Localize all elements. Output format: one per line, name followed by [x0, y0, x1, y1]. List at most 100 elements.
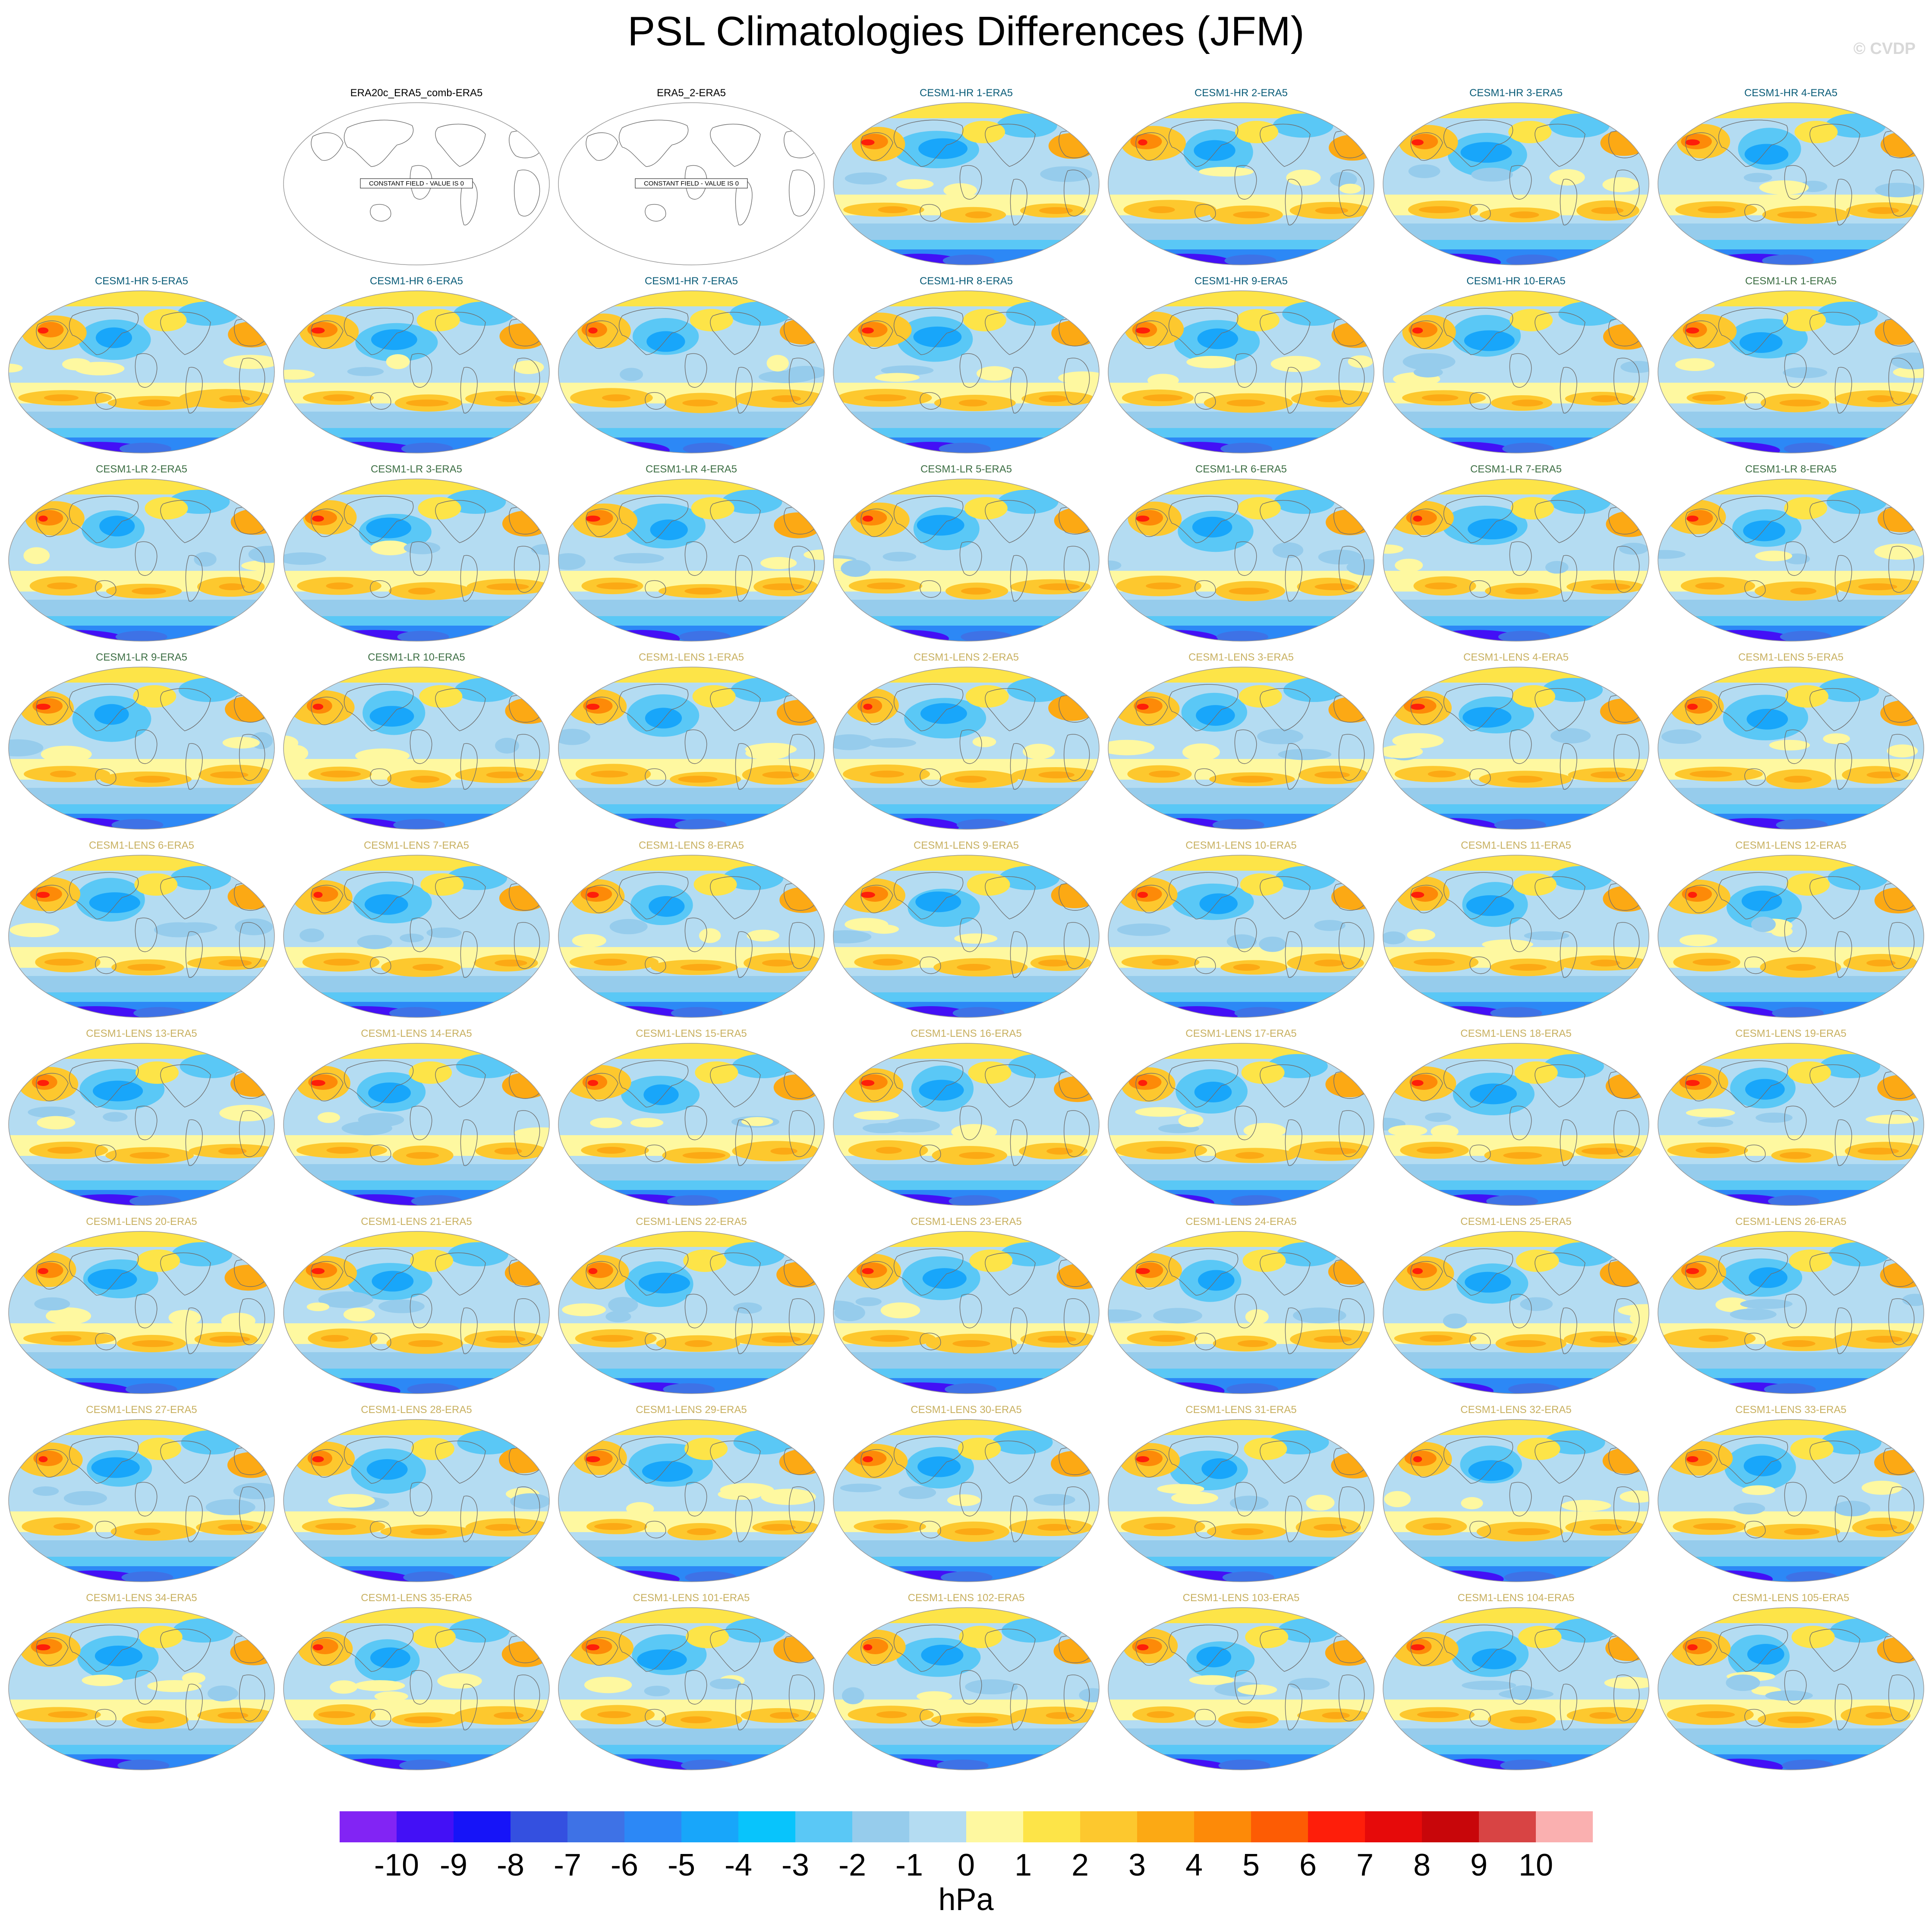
panel-title: CESM1-LR 1-ERA5 [1745, 275, 1837, 287]
map-panel: CESM1-LENS 25-ERA5 [1378, 1215, 1654, 1396]
map-panel: CESM1-LENS 17-ERA5 [1103, 1027, 1379, 1208]
map-panel: CESM1-LENS 19-ERA5 [1653, 1027, 1929, 1208]
panel-title: CESM1-HR 10-ERA5 [1466, 275, 1566, 287]
panel-title: CESM1-LENS 7-ERA5 [363, 840, 470, 851]
map-panel: CESM1-LENS 3-ERA5 [1103, 651, 1379, 832]
colorbar-tick-label: 3 [1128, 1848, 1146, 1882]
colorbar-swatch [567, 1811, 624, 1842]
map-panel: CESM1-HR 7-ERA5 [554, 274, 829, 456]
map-panel: CESM1-LENS 9-ERA5 [829, 839, 1104, 1020]
panel-title: CESM1-LENS 101-ERA5 [633, 1592, 750, 1604]
map-panel: CESM1-LENS 16-ERA5 [829, 1027, 1104, 1208]
colorbar-tick-label: -5 [667, 1848, 696, 1882]
world-map [1108, 102, 1374, 265]
map-panel: ERA5_2-ERA5 CONSTANT FIELD - VALUE IS 0 [554, 86, 829, 268]
world-map [283, 1419, 550, 1582]
panel-title: CESM1-LENS 9-ERA5 [913, 840, 1019, 851]
world-map [1658, 1419, 1924, 1582]
world-map [1658, 1231, 1924, 1394]
panel-title: CESM1-LENS 103-ERA5 [1182, 1592, 1300, 1604]
map-panel: CESM1-LENS 13-ERA5 [4, 1027, 279, 1208]
map-panel: CESM1-LENS 15-ERA5 [554, 1027, 829, 1208]
map-panel: CESM1-LR 2-ERA5 [4, 463, 279, 644]
world-map: CONSTANT FIELD - VALUE IS 0 [283, 102, 550, 265]
map-panel: CESM1-LR 1-ERA5 [1653, 274, 1929, 456]
colorbar-swatch [1422, 1811, 1479, 1842]
colorbar-tick-label: -7 [553, 1848, 582, 1882]
world-map [1383, 1043, 1649, 1206]
colorbar-tick-label: 9 [1470, 1848, 1488, 1882]
map-panel: CESM1-LR 5-ERA5 [829, 463, 1104, 644]
world-map [833, 1419, 1100, 1582]
panel-title: CESM1-LENS 3-ERA5 [1188, 652, 1294, 663]
map-panel: CESM1-LENS 8-ERA5 [554, 839, 829, 1020]
panel-title: CESM1-LR 8-ERA5 [1745, 463, 1837, 475]
panel-title: CESM1-HR 8-ERA5 [919, 275, 1013, 287]
world-map [1108, 1607, 1374, 1770]
colorbar-swatch [1194, 1811, 1251, 1842]
colorbar-swatch [511, 1811, 567, 1842]
world-map [1658, 667, 1924, 830]
world-map [1383, 102, 1649, 265]
panel-title: CESM1-LENS 33-ERA5 [1735, 1404, 1847, 1416]
colorbar-swatch [681, 1811, 738, 1842]
map-panel: CESM1-LENS 10-ERA5 [1103, 839, 1379, 1020]
panel-title: CESM1-LENS 4-ERA5 [1463, 652, 1569, 663]
panel-title: CESM1-LENS 6-ERA5 [88, 840, 195, 851]
world-map [1383, 478, 1649, 642]
colorbar-tick-label: -1 [895, 1848, 923, 1882]
colorbar-tick-label: 7 [1356, 1848, 1374, 1882]
map-panel: CESM1-LENS 29-ERA5 [554, 1403, 829, 1584]
colorbar-swatch [738, 1811, 795, 1842]
panel-title: CESM1-HR 7-ERA5 [644, 275, 738, 287]
world-map [283, 1607, 550, 1770]
colorbar-swatch [1137, 1811, 1194, 1842]
world-map [8, 1043, 275, 1206]
map-panel: CESM1-LENS 27-ERA5 [4, 1403, 279, 1584]
panel-title: CESM1-LENS 18-ERA5 [1460, 1028, 1572, 1039]
panel-title: CESM1-LENS 2-ERA5 [913, 652, 1019, 663]
map-panel: CESM1-LENS 21-ERA5 [279, 1215, 554, 1396]
panel-title: CESM1-LENS 32-ERA5 [1460, 1404, 1572, 1416]
world-map [8, 1419, 275, 1582]
world-map: CONSTANT FIELD - VALUE IS 0 [558, 102, 825, 265]
panel-title: CESM1-LENS 5-ERA5 [1738, 652, 1844, 663]
panel-title: CESM1-LENS 19-ERA5 [1735, 1028, 1847, 1039]
colorbar-swatch [909, 1811, 966, 1842]
panel-title: CESM1-HR 1-ERA5 [919, 87, 1013, 99]
world-map [1383, 1419, 1649, 1582]
map-panel: CESM1-LENS 104-ERA5 [1378, 1591, 1654, 1772]
world-map [283, 855, 550, 1018]
panel-title: CESM1-LENS 12-ERA5 [1735, 840, 1847, 851]
map-panel: CESM1-LENS 33-ERA5 [1653, 1403, 1929, 1584]
world-map [1658, 855, 1924, 1018]
world-map [1658, 102, 1924, 265]
map-panel: CESM1-LENS 14-ERA5 [279, 1027, 554, 1208]
map-panel: CESM1-LR 10-ERA5 [279, 651, 554, 832]
map-panel: CESM1-LR 7-ERA5 [1378, 463, 1654, 644]
colorbar-swatch [966, 1811, 1023, 1842]
panel-title: CESM1-LENS 25-ERA5 [1460, 1216, 1572, 1228]
panel-title: CESM1-LENS 10-ERA5 [1185, 840, 1297, 851]
map-panel: CESM1-LENS 101-ERA5 [554, 1591, 829, 1772]
panel-title: CESM1-LR 6-ERA5 [1195, 463, 1287, 475]
map-panel: CESM1-LR 9-ERA5 [4, 651, 279, 832]
colorbar-tick-label: -8 [496, 1848, 525, 1882]
panel-title: CESM1-LENS 35-ERA5 [361, 1592, 472, 1604]
world-map [558, 1607, 825, 1770]
map-panel: CESM1-LENS 102-ERA5 [829, 1591, 1104, 1772]
panel-title: CESM1-LR 2-ERA5 [95, 463, 188, 475]
world-map [8, 478, 275, 642]
map-panel: CESM1-LR 3-ERA5 [279, 463, 554, 644]
colorbar-tick-label: 4 [1185, 1848, 1203, 1882]
map-panel: CESM1-LENS 20-ERA5 [4, 1215, 279, 1396]
panel-title: CESM1-LENS 102-ERA5 [908, 1592, 1025, 1604]
map-panel: CESM1-LENS 1-ERA5 [554, 651, 829, 832]
panel-title: CESM1-LENS 31-ERA5 [1185, 1404, 1297, 1416]
panel-title: CESM1-LENS 8-ERA5 [638, 840, 744, 851]
world-map [558, 1043, 825, 1206]
map-panel: CESM1-LENS 23-ERA5 [829, 1215, 1104, 1396]
world-map [833, 1043, 1100, 1206]
map-panel: CESM1-LR 4-ERA5 [554, 463, 829, 644]
colorbar-swatch [454, 1811, 511, 1842]
